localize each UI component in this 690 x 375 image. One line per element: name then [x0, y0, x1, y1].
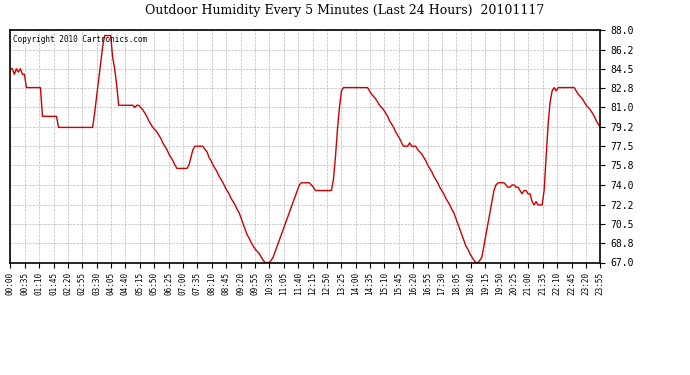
Text: Outdoor Humidity Every 5 Minutes (Last 24 Hours)  20101117: Outdoor Humidity Every 5 Minutes (Last 2…	[146, 4, 544, 17]
Text: Copyright 2010 Cartronics.com: Copyright 2010 Cartronics.com	[13, 34, 148, 44]
